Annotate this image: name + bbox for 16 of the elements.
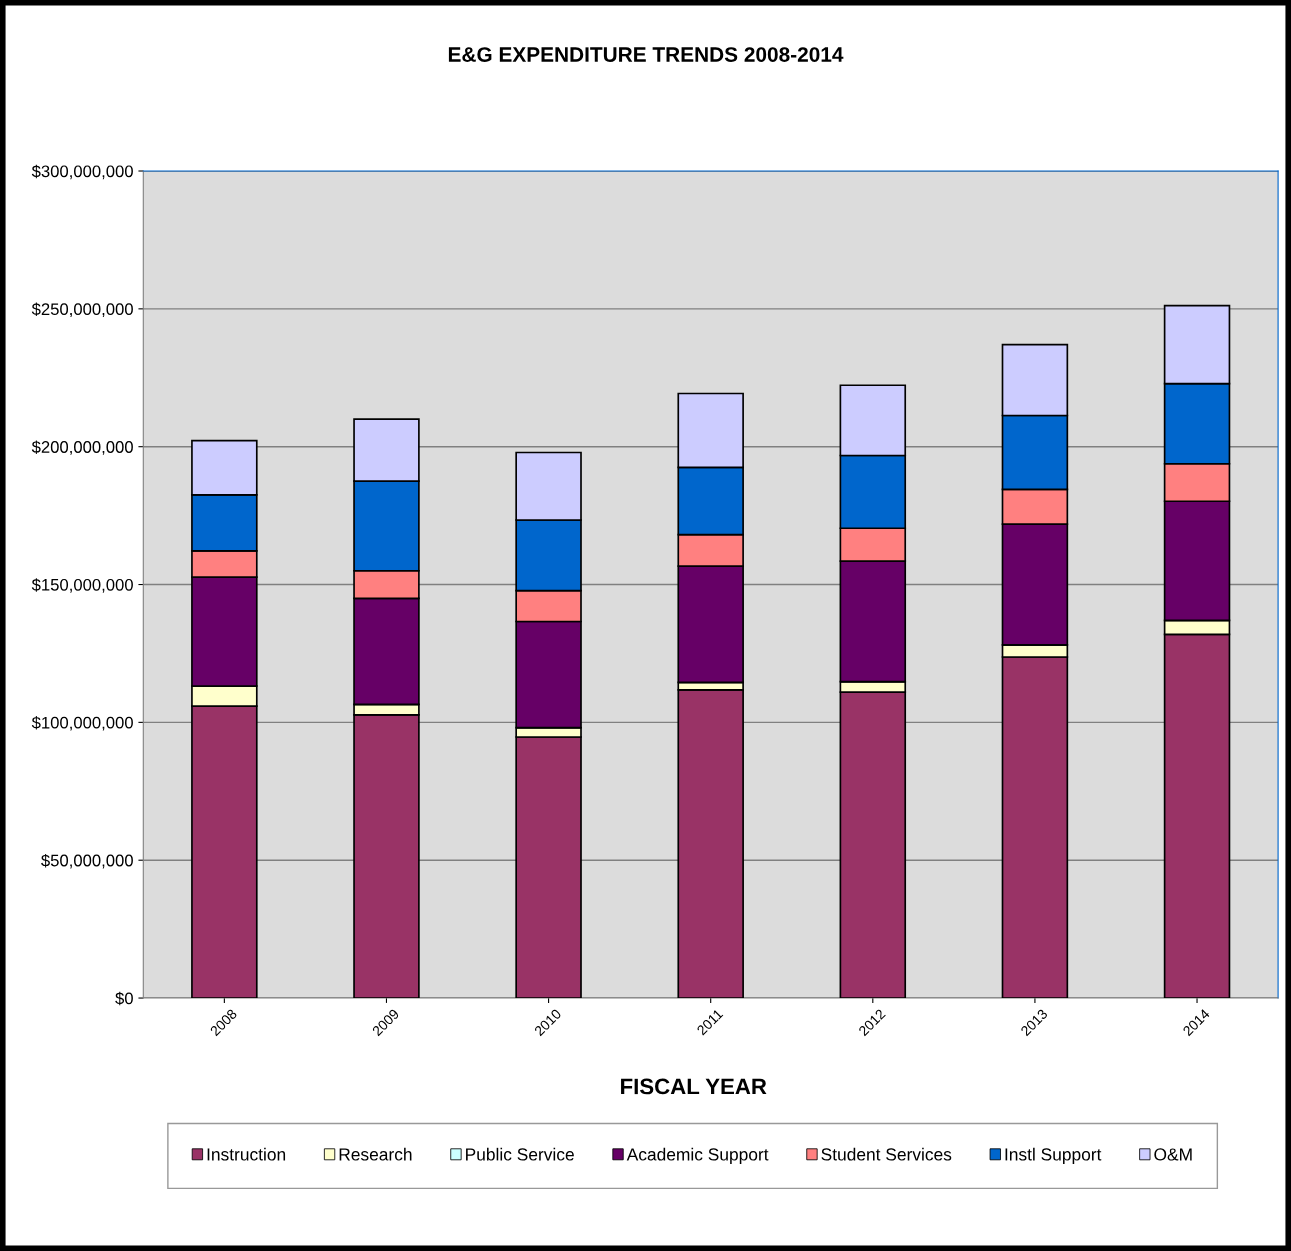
y-tick-label: $50,000,000 <box>41 853 133 869</box>
legend-label: O&M <box>1154 1148 1192 1161</box>
y-tick-label: $150,000,000 <box>31 578 133 593</box>
legend-label: Instruction <box>207 1147 286 1161</box>
chart-title: E&G EXPENDITURE TRENDS 2008-2014 <box>448 47 844 62</box>
y-tick-label: $200,000,000 <box>31 440 133 455</box>
legend-label: Research <box>339 1147 412 1161</box>
legend-label: Student Services <box>821 1147 952 1161</box>
y-tick-label: $0 <box>115 991 133 1006</box>
y-tick-label: $300,000,000 <box>31 164 133 180</box>
y-tick-label: $100,000,000 <box>31 716 133 731</box>
legend-label: Academic Support <box>626 1147 769 1165</box>
x-axis-title: FISCAL YEAR <box>621 1078 767 1095</box>
legend-label: Public Service <box>466 1147 574 1161</box>
y-tick-label: $250,000,000 <box>31 302 133 318</box>
legend-label: Instl Support <box>1005 1147 1102 1165</box>
